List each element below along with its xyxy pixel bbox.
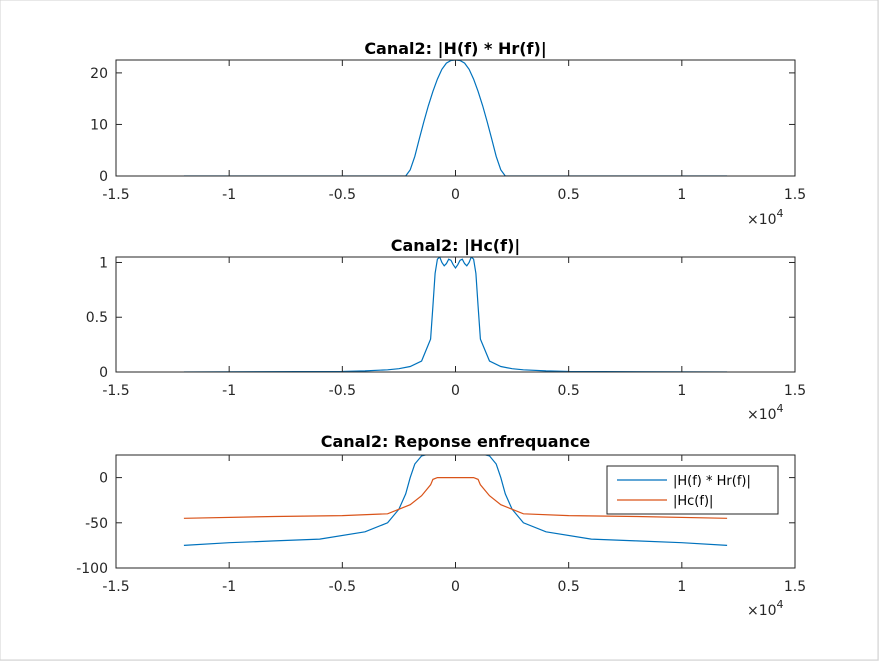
subplot-1: -1.5 -1 -0.5 0 0.5 1 1.5 0 10 20 Canal2: |H(f) * H… xyxy=(90,39,806,228)
series-line-2 xyxy=(183,477,728,519)
legend: |H(f) * Hr(f)| |Hc(f)| xyxy=(606,465,779,515)
y-tick-label: 0.5 xyxy=(86,310,108,326)
x-tick-label: -1 xyxy=(222,579,236,595)
series-line-1 xyxy=(183,60,728,176)
y-tick-label: 0 xyxy=(99,365,108,381)
legend-entry-1: |H(f) * Hr(f)| xyxy=(673,474,751,489)
x-exponent-label: ×104 xyxy=(747,402,784,423)
series-line-1 xyxy=(183,455,728,546)
x-tick-label: -1 xyxy=(222,383,236,399)
x-tick-label: 1.5 xyxy=(784,383,806,399)
x-tick-label: 0 xyxy=(451,383,460,399)
plot-area xyxy=(116,257,795,372)
x-exponent-label: ×104 xyxy=(747,207,784,228)
y-tick-label: 10 xyxy=(90,117,108,133)
x-tick-label: -1.5 xyxy=(102,187,129,203)
x-tick-label: 0.5 xyxy=(558,383,580,399)
x-tick-label: -0.5 xyxy=(329,187,356,203)
y-tick-label: 0 xyxy=(99,471,108,487)
x-tick-label: -0.5 xyxy=(329,579,356,595)
x-tick-label: 1.5 xyxy=(784,579,806,595)
series-line-1 xyxy=(183,257,728,372)
x-tick-label: -1.5 xyxy=(102,383,129,399)
x-tick-label: -1.5 xyxy=(102,579,129,595)
x-tick-label: 0.5 xyxy=(558,187,580,203)
x-tick-label: -1 xyxy=(222,187,236,203)
x-tick-label: 0.5 xyxy=(558,579,580,595)
legend-box xyxy=(606,465,779,515)
chart-title: Canal2: Reponse enfrequance xyxy=(321,432,591,451)
y-tick-label: 0 xyxy=(99,169,108,185)
x-tick-label: -0.5 xyxy=(329,383,356,399)
legend-entry-2: |Hc(f)| xyxy=(673,494,713,509)
x-exponent-label: ×104 xyxy=(747,598,784,619)
x-tick-label: 0 xyxy=(451,579,460,595)
x-tick-label: 1.5 xyxy=(784,187,806,203)
y-tick-label: -100 xyxy=(76,561,108,577)
y-tick-label: 1 xyxy=(99,255,108,271)
chart-title: Canal2: |H(f) * Hr(f)| xyxy=(364,39,546,59)
chart-title: Canal2: |Hc(f)| xyxy=(391,236,520,256)
plot-area xyxy=(116,60,795,176)
subplot-3: -1.5 -1 -0.5 0 0.5 1 1.5 -100 -50 0 Canal2: Repons… xyxy=(76,432,806,619)
y-tick-label: -50 xyxy=(85,516,108,532)
y-tick-label: 20 xyxy=(90,66,108,82)
subplot-2: -1.5 -1 -0.5 0 0.5 1 1.5 0 0.5 1 Canal2: |Hc(f)| ×1… xyxy=(86,236,806,423)
x-tick-label: 1 xyxy=(677,383,686,399)
x-tick-label: 0 xyxy=(451,187,460,203)
x-tick-label: 1 xyxy=(677,187,686,203)
x-tick-label: 1 xyxy=(677,579,686,595)
